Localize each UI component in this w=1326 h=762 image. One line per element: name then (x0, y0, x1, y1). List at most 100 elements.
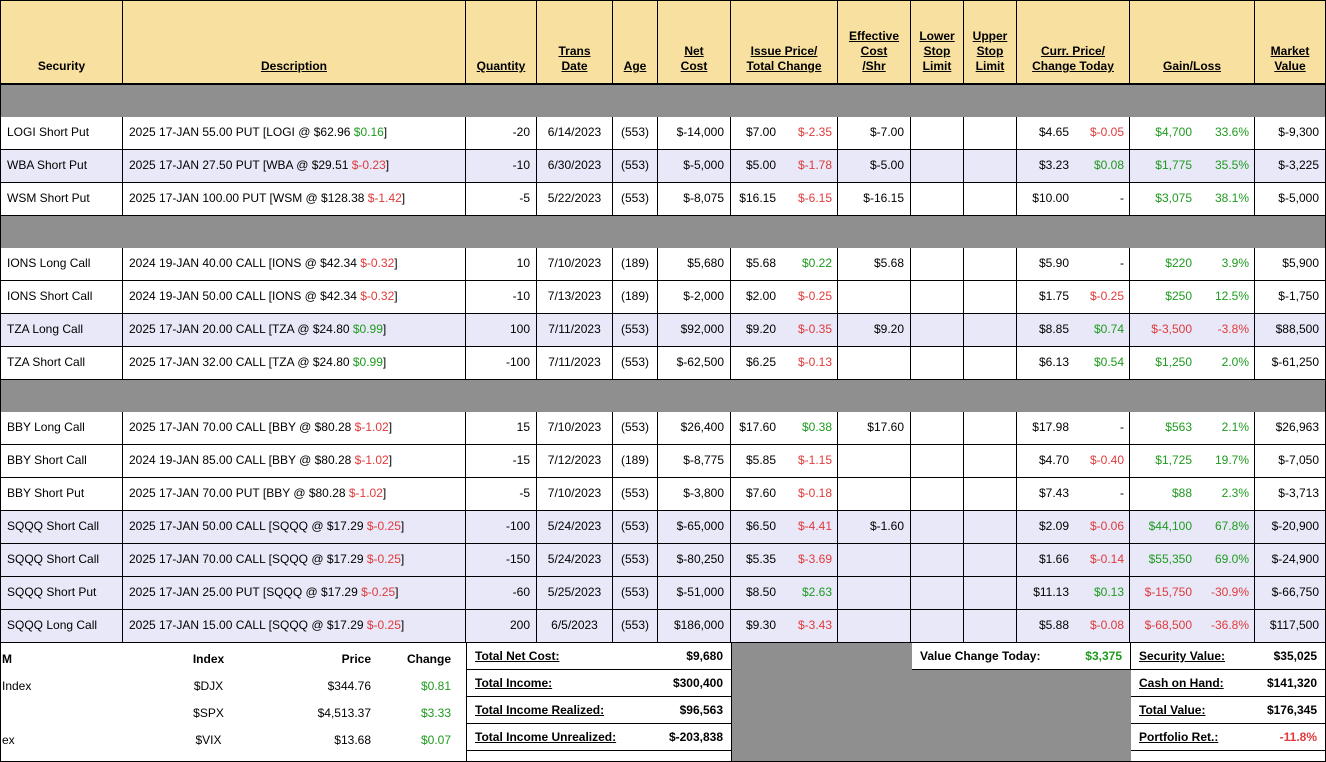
upper-stop-limit-cell[interactable] (964, 412, 1017, 445)
security-cell[interactable]: LOGI Short Put (1, 117, 123, 150)
net-cost-cell[interactable]: $-8,075 (658, 183, 731, 216)
curr-price-cell[interactable]: $2.09 $-0.06 (1017, 511, 1130, 544)
lower-stop-limit-cell[interactable] (911, 248, 964, 281)
quantity-cell[interactable]: -100 (466, 511, 537, 544)
market-value-cell[interactable]: $-3,225 (1255, 150, 1325, 183)
summary-row[interactable]: Portfolio Ret.: -11.8% (1131, 724, 1325, 751)
effective-cost-cell[interactable] (838, 281, 911, 314)
market-value-cell[interactable]: $-66,750 (1255, 577, 1325, 610)
curr-price-cell[interactable]: $5.88 $-0.08 (1017, 610, 1130, 643)
quantity-cell[interactable]: 100 (466, 314, 537, 347)
description-cell[interactable]: 2025 17-JAN 27.50 PUT [WBA @ $29.51 $-0.… (123, 150, 466, 183)
market-value-cell[interactable]: $-5,000 (1255, 183, 1325, 216)
market-value-cell[interactable]: $-9,300 (1255, 117, 1325, 150)
issue-price-cell[interactable]: $9.20 $-0.35 (731, 314, 838, 347)
description-cell[interactable]: 2025 17-JAN 15.00 CALL [SQQQ @ $17.29 $-… (123, 610, 466, 643)
upper-stop-limit-cell[interactable] (964, 150, 1017, 183)
security-cell[interactable]: WSM Short Put (1, 183, 123, 216)
column-header-quantity[interactable]: Quantity (466, 1, 537, 83)
net-cost-cell[interactable]: $-51,000 (658, 577, 731, 610)
lower-stop-limit-cell[interactable] (911, 347, 964, 380)
quantity-cell[interactable]: -10 (466, 150, 537, 183)
age-cell[interactable]: (189) (613, 445, 658, 478)
index-change[interactable]: $0.07 (420, 733, 451, 747)
description-cell[interactable]: 2025 17-JAN 100.00 PUT [WSM @ $128.38 $-… (123, 183, 466, 216)
upper-stop-limit-cell[interactable] (964, 248, 1017, 281)
net-cost-cell[interactable]: $-5,000 (658, 150, 731, 183)
age-cell[interactable]: (189) (613, 248, 658, 281)
gain-loss-cell[interactable]: $88 2.3% (1130, 478, 1255, 511)
description-cell[interactable]: 2024 19-JAN 85.00 CALL [BBY @ $80.28 $-1… (123, 445, 466, 478)
security-cell[interactable]: IONS Short Call (1, 281, 123, 314)
lower-stop-limit-cell[interactable] (911, 445, 964, 478)
description-cell[interactable]: 2025 17-JAN 32.00 CALL [TZA @ $24.80 $0.… (123, 347, 466, 380)
trans-date-cell[interactable]: 7/11/2023 (537, 347, 613, 380)
column-header-curr-price[interactable]: Curr. Price/ Change Today (1017, 1, 1130, 83)
market-value-cell[interactable]: $88,500 (1255, 314, 1325, 347)
gain-loss-cell[interactable]: $250 12.5% (1130, 281, 1255, 314)
effective-cost-cell[interactable] (838, 610, 911, 643)
market-value-cell[interactable]: $117,500 (1255, 610, 1325, 643)
description-cell[interactable]: 2024 19-JAN 40.00 CALL [IONS @ $42.34 $-… (123, 248, 466, 281)
curr-price-cell[interactable]: $6.13 $0.54 (1017, 347, 1130, 380)
description-cell[interactable]: 2025 17-JAN 70.00 PUT [BBY @ $80.28 $-1.… (123, 478, 466, 511)
net-cost-cell[interactable]: $-65,000 (658, 511, 731, 544)
total-row[interactable]: Total Income Unrealized: $-203,838 (467, 724, 731, 751)
issue-price-cell[interactable]: $5.35 $-3.69 (731, 544, 838, 577)
issue-price-cell[interactable]: $7.60 $-0.18 (731, 478, 838, 511)
net-cost-cell[interactable]: $-80,250 (658, 544, 731, 577)
index-price[interactable]: $4,513.37 (317, 706, 371, 720)
curr-price-cell[interactable]: $8.85 $0.74 (1017, 314, 1130, 347)
column-header-net-cost[interactable]: Net Cost (658, 1, 731, 83)
lower-stop-limit-cell[interactable] (911, 314, 964, 347)
upper-stop-limit-cell[interactable] (964, 445, 1017, 478)
curr-price-cell[interactable]: $4.65 $-0.05 (1017, 117, 1130, 150)
index-symbol[interactable]: $SPX (193, 706, 224, 720)
summary-row[interactable]: Security Value: $35,025 (1131, 643, 1325, 670)
column-header-security[interactable]: Security (1, 1, 123, 83)
gain-loss-cell[interactable]: $563 2.1% (1130, 412, 1255, 445)
curr-price-cell[interactable]: $11.13 $0.13 (1017, 577, 1130, 610)
index-change[interactable]: $0.81 (420, 679, 451, 693)
age-cell[interactable]: (553) (613, 610, 658, 643)
description-cell[interactable]: 2025 17-JAN 20.00 CALL [TZA @ $24.80 $0.… (123, 314, 466, 347)
effective-cost-cell[interactable]: $-1.60 (838, 511, 911, 544)
lower-stop-limit-cell[interactable] (911, 544, 964, 577)
net-cost-cell[interactable]: $-8,775 (658, 445, 731, 478)
market-value-cell[interactable]: $-61,250 (1255, 347, 1325, 380)
quantity-cell[interactable]: 200 (466, 610, 537, 643)
trans-date-cell[interactable]: 5/24/2023 (537, 511, 613, 544)
effective-cost-cell[interactable] (838, 478, 911, 511)
market-value-cell[interactable]: $-7,050 (1255, 445, 1325, 478)
security-cell[interactable]: BBY Short Call (1, 445, 123, 478)
trans-date-cell[interactable]: 6/5/2023 (537, 610, 613, 643)
age-cell[interactable]: (553) (613, 314, 658, 347)
lower-stop-limit-cell[interactable] (911, 412, 964, 445)
upper-stop-limit-cell[interactable] (964, 347, 1017, 380)
lower-stop-limit-cell[interactable] (911, 577, 964, 610)
effective-cost-cell[interactable] (838, 347, 911, 380)
trans-date-cell[interactable]: 7/13/2023 (537, 281, 613, 314)
age-cell[interactable]: (553) (613, 117, 658, 150)
age-cell[interactable]: (553) (613, 478, 658, 511)
gain-loss-cell[interactable]: $55,350 69.0% (1130, 544, 1255, 577)
trans-date-cell[interactable]: 7/12/2023 (537, 445, 613, 478)
age-cell[interactable]: (553) (613, 183, 658, 216)
column-header-age[interactable]: Age (613, 1, 658, 83)
market-value-cell[interactable]: $5,900 (1255, 248, 1325, 281)
upper-stop-limit-cell[interactable] (964, 610, 1017, 643)
security-cell[interactable]: TZA Long Call (1, 314, 123, 347)
upper-stop-limit-cell[interactable] (964, 314, 1017, 347)
security-cell[interactable]: WBA Short Put (1, 150, 123, 183)
quantity-cell[interactable]: -20 (466, 117, 537, 150)
trans-date-cell[interactable]: 5/25/2023 (537, 577, 613, 610)
market-value-cell[interactable]: $-1,750 (1255, 281, 1325, 314)
lower-stop-limit-cell[interactable] (911, 150, 964, 183)
security-cell[interactable]: BBY Short Put (1, 478, 123, 511)
age-cell[interactable]: (553) (613, 577, 658, 610)
quantity-cell[interactable]: 10 (466, 248, 537, 281)
trans-date-cell[interactable]: 5/22/2023 (537, 183, 613, 216)
trans-date-cell[interactable]: 6/30/2023 (537, 150, 613, 183)
upper-stop-limit-cell[interactable] (964, 577, 1017, 610)
description-cell[interactable]: 2025 17-JAN 70.00 CALL [SQQQ @ $17.29 $-… (123, 544, 466, 577)
